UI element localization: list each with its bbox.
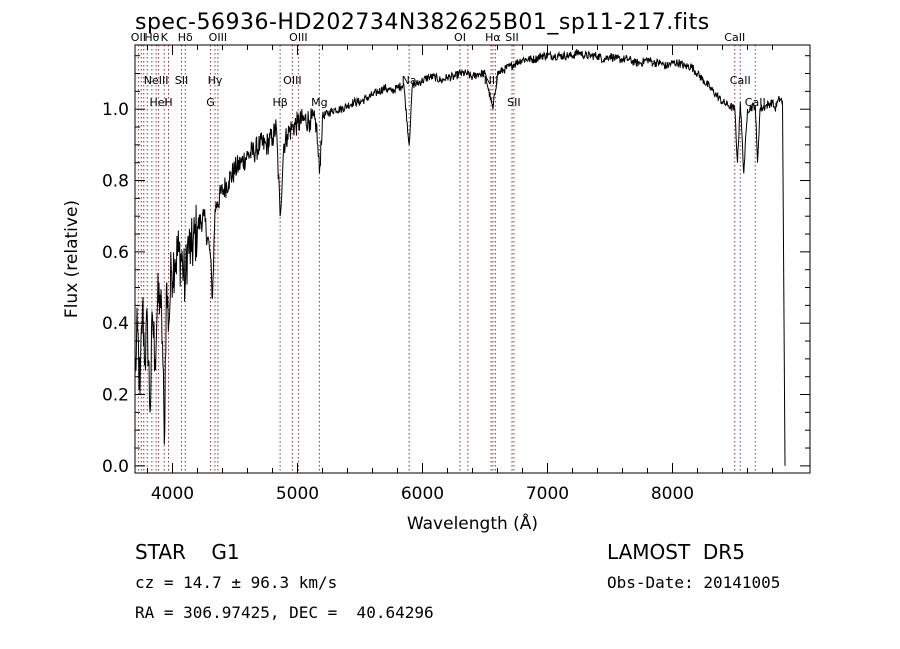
spectrum-line [134, 49, 786, 466]
spectral-line-label: K [161, 31, 169, 44]
spectral-line-label: CaII [730, 74, 751, 87]
spectral-line-label: Mg [311, 96, 327, 109]
x-tick-label: 6000 [401, 484, 444, 504]
spectral-line-label: SII [507, 96, 520, 109]
spectral-line-label: OII [131, 31, 146, 44]
chart-title: spec-56936-HD202734N382625B01_sp11-217.f… [135, 10, 710, 35]
spectral-line-label: CaII [724, 31, 745, 44]
y-tick-label: 1.0 [102, 100, 129, 120]
observation-date: Obs-Date: 20141005 [607, 573, 781, 592]
spectral-line-label: Hβ [272, 96, 287, 109]
survey-name: LAMOST DR5 [607, 540, 745, 564]
spectral-line-label: OI [454, 31, 466, 44]
y-tick-label: 0.2 [102, 386, 129, 406]
spectral-line-label: OIII [209, 31, 227, 44]
x-tick-label: 5000 [276, 484, 319, 504]
spectral-line-label: HeI [149, 96, 167, 109]
redshift-cz: cz = 14.7 ± 96.3 km/s [135, 573, 338, 592]
x-tick-label: 7000 [526, 484, 569, 504]
axis-ticks-layer: 4000 5000 6000 7000 8000 0.0 0.2 0.4 0.6 0.8 1.0 [102, 45, 810, 504]
object-class: STAR G1 [135, 540, 240, 564]
spectral-line-label: SII [505, 31, 518, 44]
y-tick-label: 0.0 [102, 457, 129, 477]
spectral-line-label: OIII [283, 74, 301, 87]
spectral-line-label: Hδ [178, 31, 193, 44]
y-tick-label: 0.6 [102, 243, 129, 263]
y-tick-label: 0.4 [102, 314, 129, 334]
spectral-line-label: OIII [289, 31, 307, 44]
y-tick-label: 0.8 [102, 172, 129, 192]
x-tick-label: 4000 [151, 484, 194, 504]
plot-frame [134, 44, 811, 474]
spectral-line-label: Hθ [144, 31, 159, 44]
spectral-line-labels-layer: OIIHθNeIIIHeIKHSIIHδGHγOIIIHβOIIIOIIIMgN… [131, 31, 766, 109]
ra-dec-coordinates: RA = 306.97425, DEC = 40.64296 [135, 603, 434, 622]
spectral-line-label: G [206, 96, 215, 109]
x-tick-label: 8000 [651, 484, 694, 504]
spectral-line-label: SII [175, 74, 188, 87]
spectral-line-label: H [164, 96, 172, 109]
y-axis-label: Flux (relative) [62, 200, 82, 318]
spectral-lines-layer [137, 45, 756, 473]
spectral-line-label: Hγ [208, 74, 223, 87]
spectral-line-label: Hα [485, 31, 501, 44]
x-axis-label: Wavelength (Å) [407, 512, 538, 534]
spectral-line-label: NeIII [144, 74, 169, 87]
